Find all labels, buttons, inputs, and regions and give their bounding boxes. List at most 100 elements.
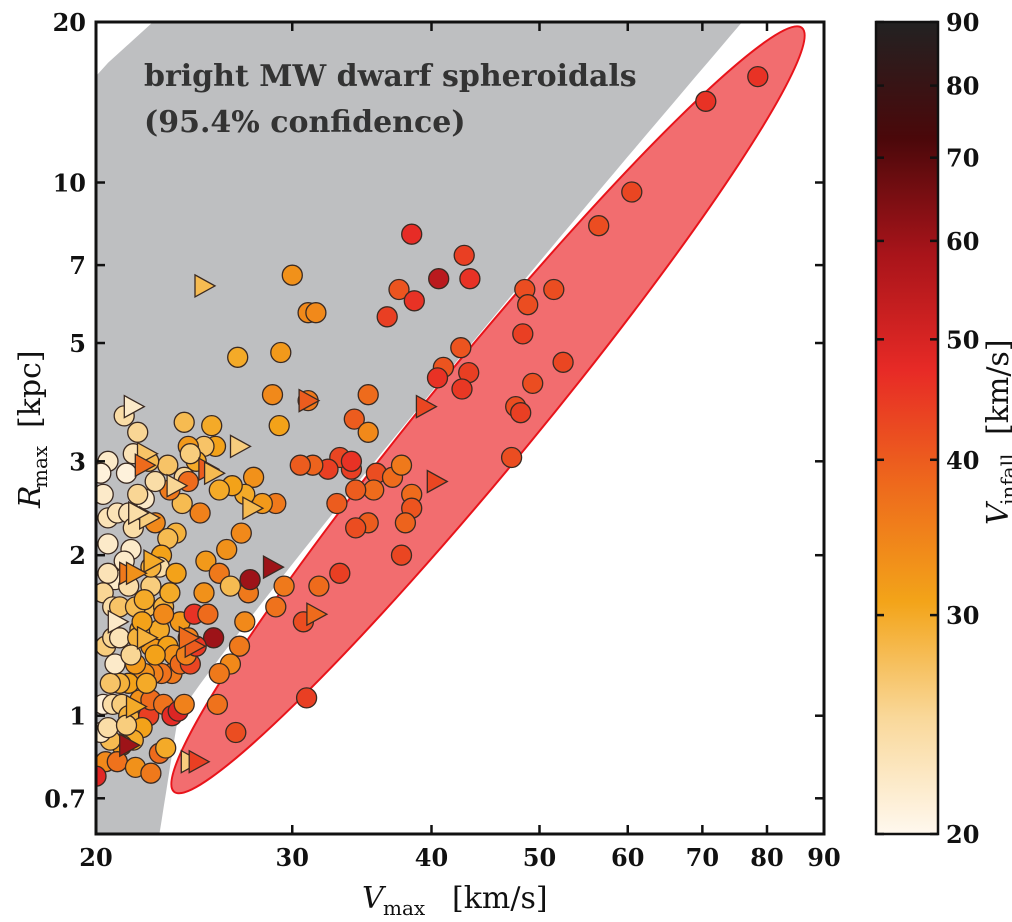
data-point <box>135 672 158 694</box>
data-point <box>144 470 166 493</box>
x-axis-label-sub: max <box>383 896 426 920</box>
data-point <box>159 582 181 604</box>
data-point <box>510 402 532 424</box>
data-point-triangle <box>128 500 151 526</box>
colorbar-ticks: 20 30 40 50 60 70 80 90 <box>876 8 979 849</box>
data-point <box>270 341 292 364</box>
data-point-triangle <box>119 733 142 758</box>
data-point <box>326 492 348 515</box>
x-tick-label: 60 <box>611 843 644 872</box>
data-point-triangle <box>134 453 157 478</box>
data-point-triangle <box>107 609 130 634</box>
data-point <box>96 462 112 484</box>
y-axis-label-sub: max <box>28 445 52 488</box>
data-point-triangle <box>136 625 159 650</box>
data-point <box>96 483 114 506</box>
data-point <box>106 751 128 773</box>
data-point <box>390 544 413 566</box>
data-point <box>208 662 230 685</box>
data-point <box>273 575 295 597</box>
x-axis-label-unit: [km/s] <box>452 881 548 916</box>
data-point <box>140 762 162 784</box>
data-point <box>206 693 229 716</box>
x-tick-label: 30 <box>276 843 309 872</box>
data-point <box>500 446 523 469</box>
y-axis-label: R max [kpc] <box>13 350 52 509</box>
y-tick-label: 0.7 <box>44 784 86 813</box>
y-tick-label: 3 <box>69 447 86 476</box>
data-point <box>225 721 247 744</box>
data-point <box>173 693 195 716</box>
data-point <box>517 294 539 316</box>
data-point <box>97 562 119 584</box>
data-point <box>234 611 256 633</box>
data-point <box>157 454 179 476</box>
data-point <box>152 603 175 625</box>
data-point <box>390 454 413 476</box>
data-point <box>201 414 223 437</box>
data-point <box>345 479 367 501</box>
colorbar-tick-label: 50 <box>946 325 979 354</box>
data-point <box>747 65 769 88</box>
data-point <box>239 568 261 591</box>
colorbar-tick-label: 90 <box>946 8 979 37</box>
data-point <box>522 372 544 395</box>
y-axis-label-main: R <box>13 485 48 509</box>
data-point <box>133 589 155 611</box>
data-point <box>193 582 215 604</box>
data-point-triangle <box>426 469 449 494</box>
data-point <box>308 575 330 597</box>
data-point <box>268 414 290 437</box>
data-point <box>242 466 265 488</box>
data-point <box>227 346 249 368</box>
annotation: bright MW dwarf spheroidals (95.4% confi… <box>144 59 637 140</box>
data-point <box>451 378 473 400</box>
colorbar-label-sub: infall <box>996 454 1012 505</box>
data-point-triangle <box>298 388 321 413</box>
data-point <box>428 268 450 290</box>
annotation-line-1: bright MW dwarf spheroidals <box>144 59 637 94</box>
data-point-triangle <box>166 473 189 498</box>
data-point <box>195 550 217 572</box>
data-point <box>552 351 574 373</box>
data-point <box>96 765 107 787</box>
x-tick-label: 70 <box>686 843 719 872</box>
colorbar-tick-label: 70 <box>946 144 979 173</box>
y-axis-label-unit: [kpc] <box>13 350 48 428</box>
annotation-line-2: (95.4% confidence) <box>144 105 466 140</box>
data-point <box>189 502 211 524</box>
data-point <box>363 479 385 501</box>
data-point <box>376 306 398 328</box>
colorbar-frame <box>874 20 940 836</box>
points-layer <box>96 65 769 787</box>
data-point-triangle <box>229 434 252 459</box>
colorbar-label-unit: [km/s] <box>981 339 1012 435</box>
x-tick-label: 50 <box>523 843 556 872</box>
data-point <box>202 627 225 649</box>
data-point <box>543 278 565 301</box>
data-point <box>281 264 303 286</box>
plot-frame <box>94 20 826 836</box>
data-point <box>115 462 138 484</box>
data-point <box>357 421 379 443</box>
x-axis-label-main: V <box>362 881 387 916</box>
x-axis-label: V max [km/s] <box>362 881 548 920</box>
data-point-triangle <box>203 461 226 486</box>
y-tick-label: 7 <box>69 251 86 280</box>
data-point <box>230 522 252 544</box>
data-point <box>340 450 363 472</box>
data-point <box>357 384 379 406</box>
data-point <box>97 716 119 739</box>
y-tick-label: 20 <box>53 8 86 37</box>
y-tick-label: 1 <box>69 702 86 731</box>
x-tick-label: 40 <box>415 843 448 872</box>
data-point <box>695 90 717 112</box>
data-point-triangle <box>306 602 329 627</box>
data-point-triangle <box>242 496 265 521</box>
data-point <box>208 479 230 501</box>
colorbar-tick-label: 80 <box>946 72 979 101</box>
data-point <box>345 517 367 539</box>
data-point <box>401 223 423 245</box>
data-point <box>228 635 251 657</box>
